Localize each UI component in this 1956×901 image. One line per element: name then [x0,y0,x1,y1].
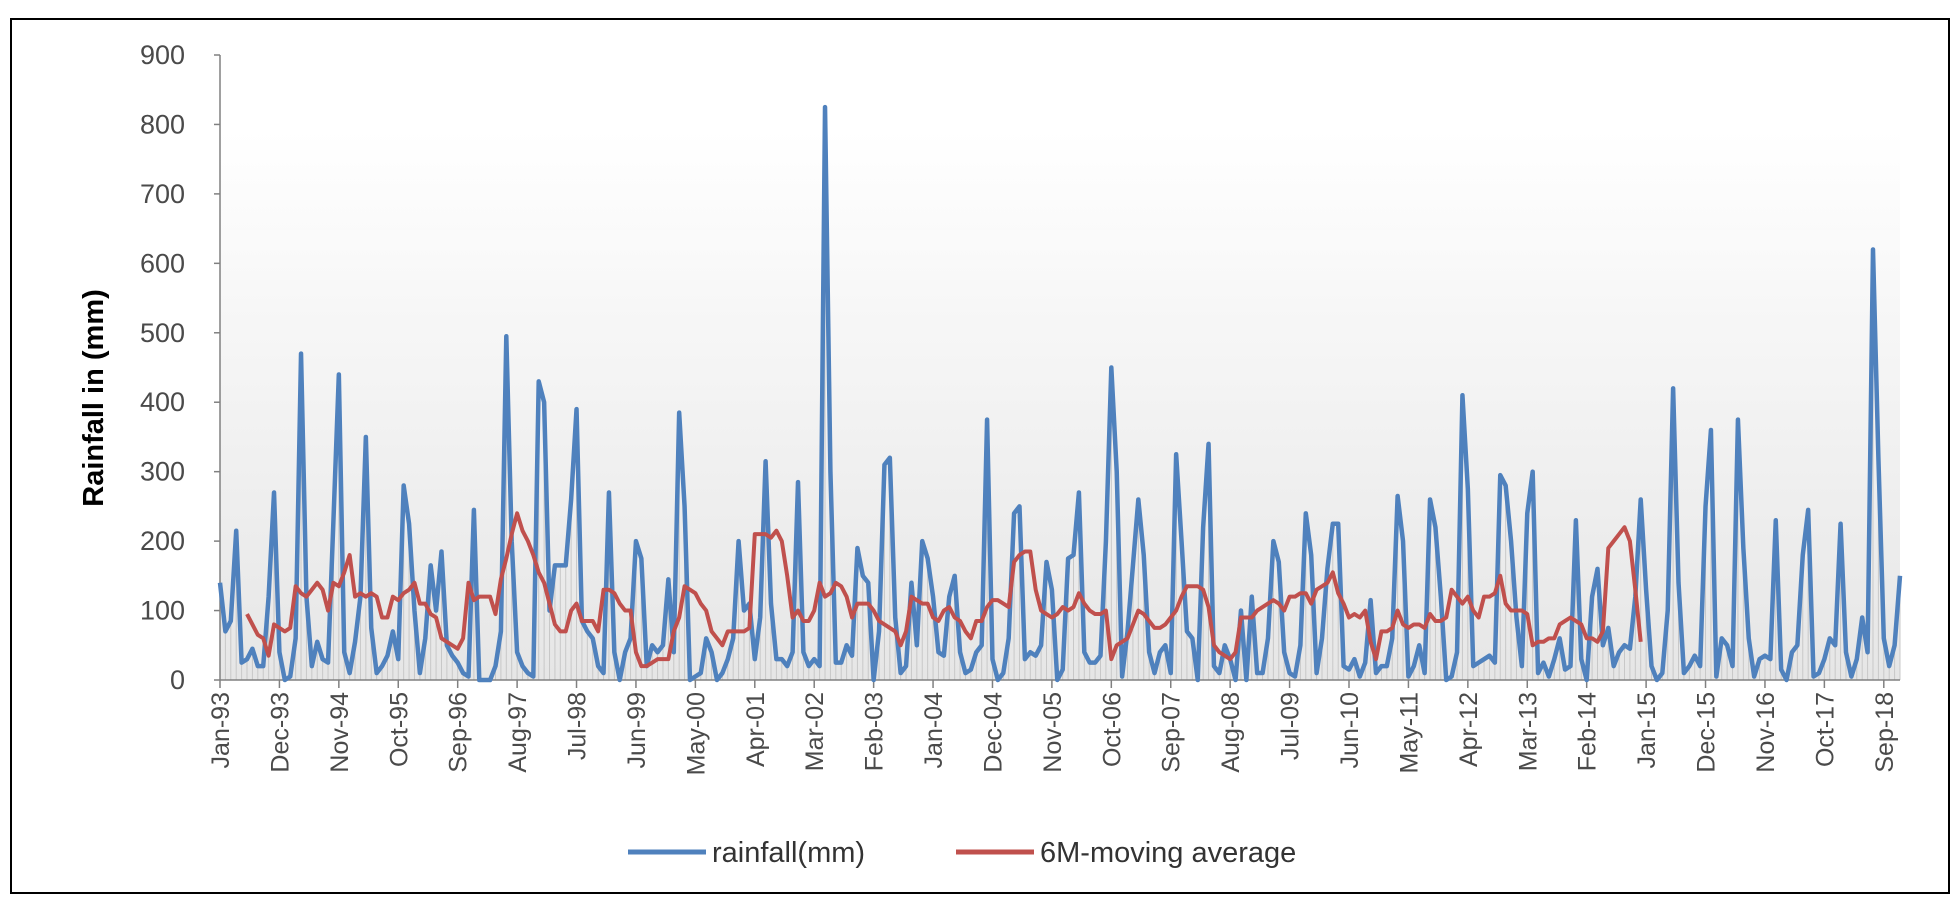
x-tick-label: Sep-18 [1871,692,1899,773]
series-lines [217,104,1903,683]
series-line-rainfall [217,104,1903,683]
y-axis-label: Rainfall in (mm) [78,289,110,507]
x-tick-label: Mar-13 [1514,692,1542,771]
x-tick-label: Sep-07 [1158,692,1186,773]
x-tick-label: Aug-08 [1217,692,1245,773]
y-tick-label: 100 [140,596,185,626]
y-tick-label: 500 [140,318,185,348]
x-tick-label: Apr-12 [1455,692,1483,767]
x-tick-label: Jul-98 [564,692,592,760]
legend-label-moving-average: 6M-moving average [1040,837,1296,869]
x-tick-label: Mar-02 [801,692,829,771]
x-tick-label: Feb-03 [861,692,889,771]
y-tick-label: 0 [170,665,185,695]
legend-label-rainfall: rainfall(mm) [712,837,865,869]
x-tick-label: Jul-09 [1277,692,1305,760]
x-tick-label: Oct-95 [385,692,413,767]
x-tick-label: Jan-04 [920,692,948,769]
x-tick-label: Sep-96 [445,692,473,773]
y-tick-label: 600 [140,248,185,278]
y-tick-label: 300 [140,457,185,487]
x-tick-label: Jan-15 [1633,692,1661,768]
x-tick-label: May-00 [682,692,710,775]
x-tick-label: Apr-01 [742,692,770,767]
x-tick-label: May-11 [1395,692,1423,774]
x-tick-label: Nov-05 [1039,692,1067,773]
legend: rainfall(mm) 6M-moving average [628,837,1296,869]
x-tick-label: Nov-16 [1752,692,1780,773]
series-line-moving-average [245,511,1643,669]
x-tick-label: Jan-93 [207,692,235,768]
x-tick-label: Nov-94 [326,692,354,773]
y-tick-label: 800 [140,109,185,139]
y-tick-label: 700 [140,179,185,209]
y-axis: 0 100 200 300 400 500 600 700 800 900 [140,40,221,695]
x-tick-label: Jun-99 [623,692,651,768]
y-tick-label: 400 [140,387,185,417]
x-tick-label: Dec-04 [979,692,1007,773]
x-tick-label: Oct-17 [1811,692,1839,767]
x-tick-label: Feb-14 [1574,692,1602,771]
x-axis: Jan-93 Dec-93 Nov-94 Oct-95 Sep-96 Aug-97 Jul-… [207,679,1900,775]
y-tick-label: 900 [140,40,185,70]
x-tick-label: Aug-97 [504,692,532,773]
y-tick-label: 200 [140,526,185,556]
x-tick-label: Jun-10 [1336,692,1364,768]
x-tick-label: Oct-06 [1098,692,1126,767]
x-tick-label: Dec-15 [1693,692,1721,773]
x-tick-label: Dec-93 [266,692,294,773]
